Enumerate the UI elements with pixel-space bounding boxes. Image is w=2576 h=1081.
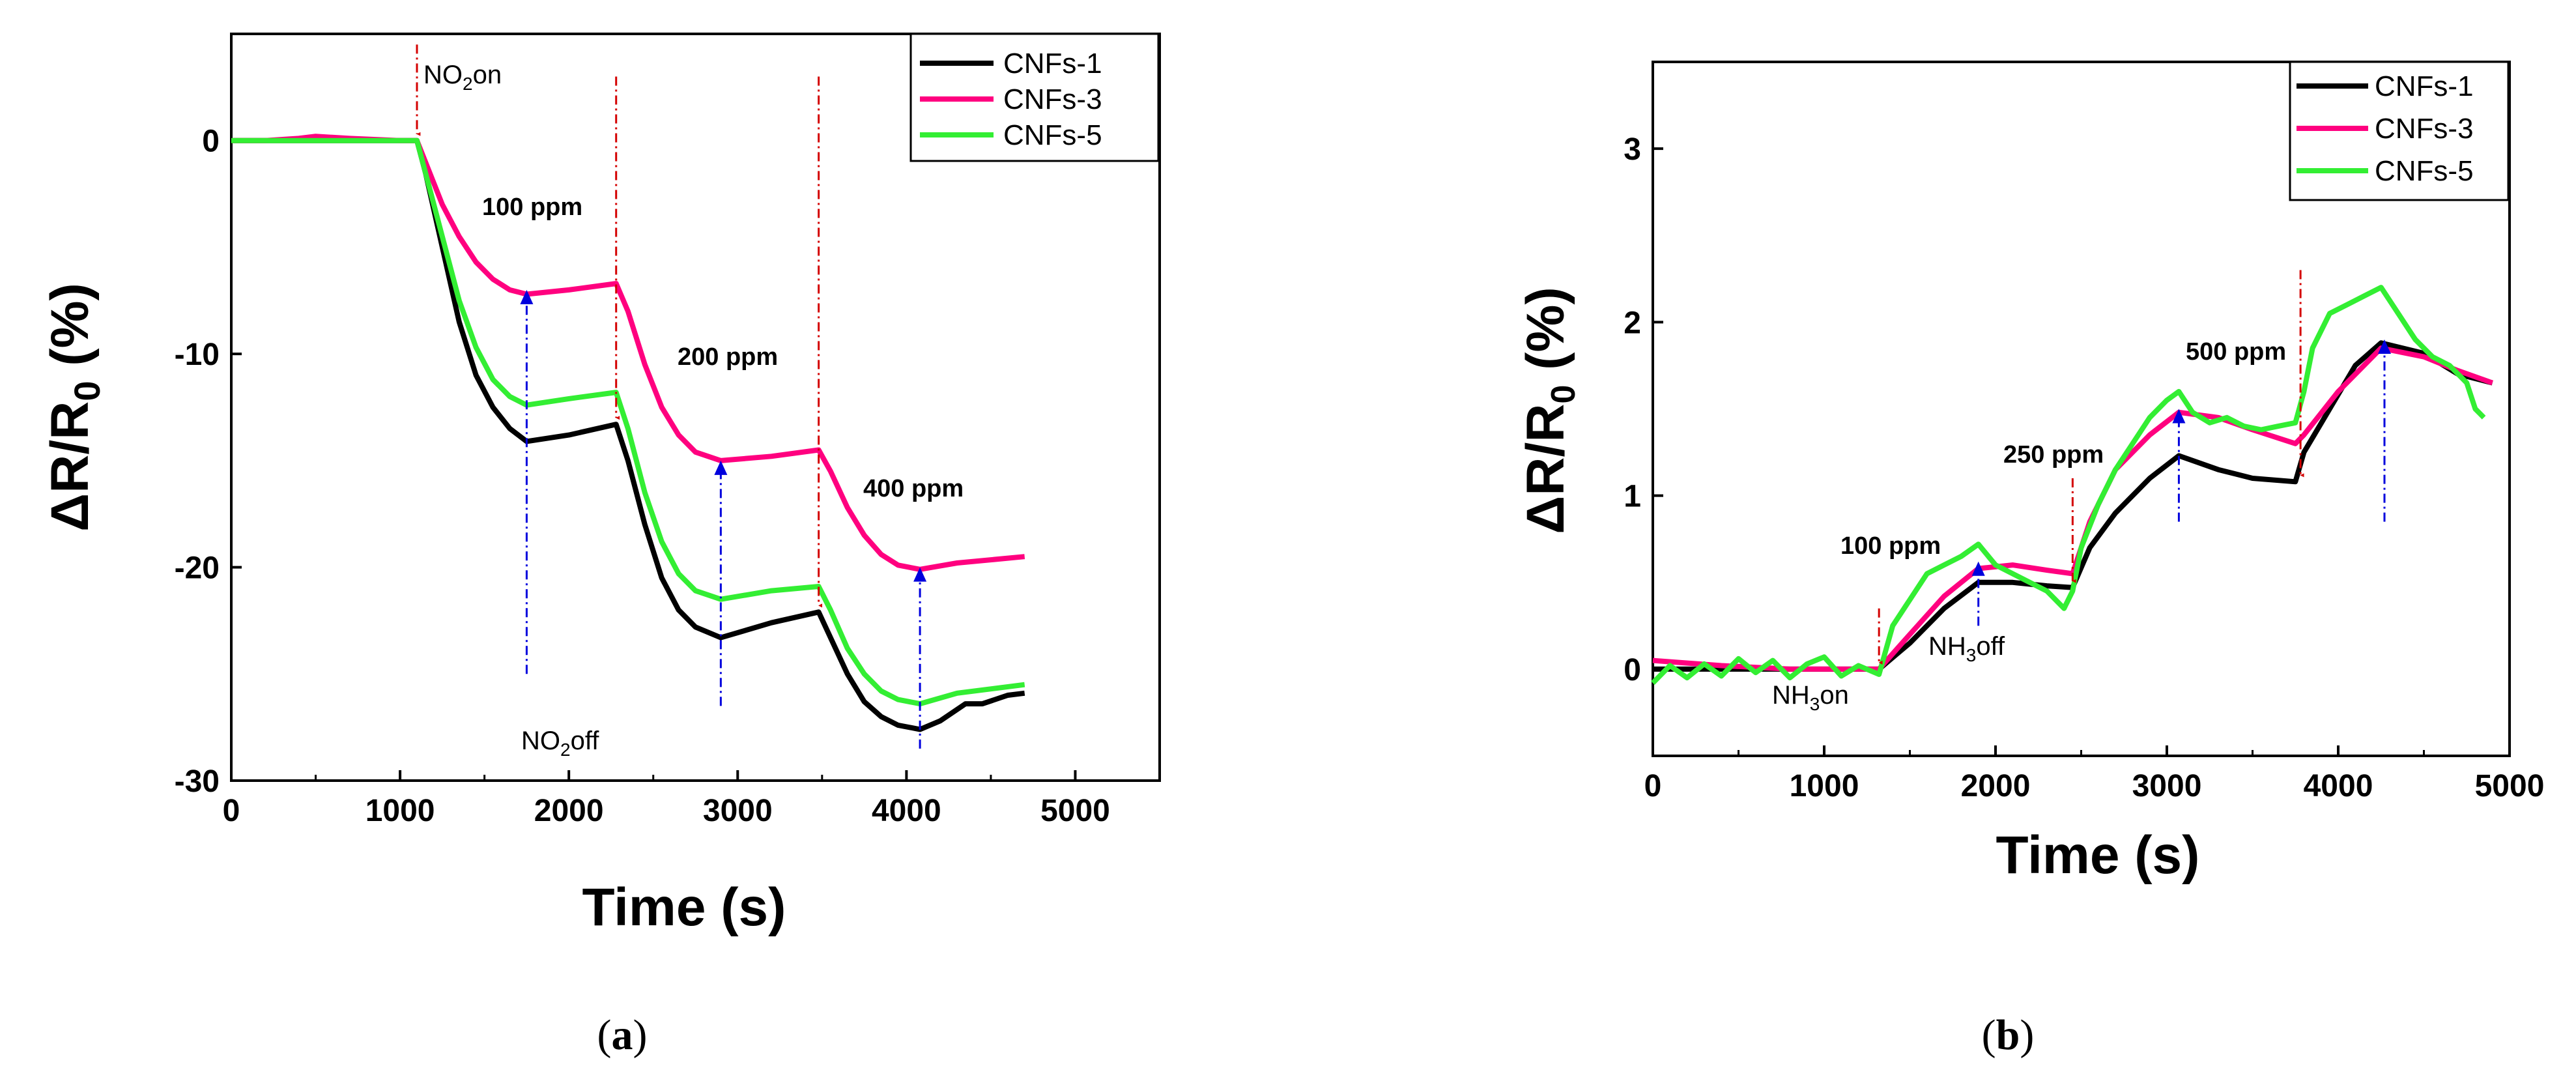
x-tick-label-a: 5000 — [1040, 794, 1110, 828]
x-tick-label-a: 4000 — [872, 794, 941, 828]
gas-off-arrowhead-a — [714, 460, 728, 475]
annotation-conc-100-b: 100 ppm — [1840, 532, 1941, 560]
x-tick-label-a: 3000 — [703, 794, 773, 828]
y-tick-label-b: 1 — [1624, 480, 1641, 514]
caption-a: (a) — [597, 1011, 648, 1059]
series-lines-b — [1651, 285, 2494, 685]
series-lines-a — [231, 134, 1025, 732]
gas-off-arrowhead-a — [520, 289, 534, 304]
annotation-conc-400-a: 400 ppm — [863, 475, 964, 502]
annotation-no2-on: NO2on — [423, 61, 502, 94]
y-axis-label-b: ΔR/R0 (%) — [1516, 287, 1582, 534]
annotation-nh3-off: NH3off — [1928, 632, 2005, 665]
y-tick-label-b: 0 — [1624, 653, 1641, 687]
annotation-conc-500-b: 500 ppm — [2186, 338, 2286, 366]
series-line-cnfs-3-a — [231, 134, 1025, 572]
annotation-conc-100-a: 100 ppm — [482, 194, 582, 221]
x-tick-label-b: 1000 — [1790, 769, 1859, 803]
gas-off-arrowhead-b — [1971, 561, 1985, 576]
legend-label-cnfs3-a: CNFs-3 — [1003, 83, 1102, 115]
x-tick-label-b: 2000 — [1961, 769, 2031, 803]
y-tick-label-b: 2 — [1624, 306, 1641, 340]
chart-panel-a: 0 1000 2000 3000 4000 5000 0 -10 -20 -30 NO2on NO… — [40, 33, 1161, 1059]
y-tick-label-a: -20 — [175, 551, 220, 586]
chart-panel-b: 0 1000 2000 3000 4000 5000 0 1 2 3 NH3on NH3off 1… — [1516, 61, 2544, 1059]
caption-b: (b) — [1982, 1011, 2035, 1059]
legend-label-cnfs5-b: CNFs-5 — [2375, 155, 2474, 187]
y-tick-label-a: -10 — [175, 338, 220, 372]
annotation-conc-250-b: 250 ppm — [2003, 441, 2104, 468]
y-tick-label-b: 3 — [1624, 132, 1641, 167]
series-line-cnfs-5-b — [1651, 285, 2486, 685]
series-line-cnfs-5-a — [231, 137, 1025, 707]
annotation-conc-200-a: 200 ppm — [678, 343, 778, 371]
x-tick-label-a: 1000 — [365, 794, 435, 828]
gas-markers-b — [1878, 270, 2392, 665]
x-tick-label-b: 3000 — [2132, 769, 2202, 803]
legend-b: CNFs-1 CNFs-3 CNFs-5 — [2289, 61, 2510, 201]
annotation-no2-off: NO2off — [521, 727, 599, 760]
x-axis-label-b: Time (s) — [1996, 826, 2200, 885]
x-tick-label-b: 4000 — [2304, 769, 2373, 803]
y-tick-label-a: -30 — [175, 764, 220, 799]
x-axis-label-a: Time (s) — [582, 878, 786, 937]
gas-off-arrowhead-a — [913, 567, 927, 582]
legend-a: CNFs-1 CNFs-3 CNFs-5 — [909, 33, 1160, 162]
x-tick-label-a: 0 — [223, 794, 240, 828]
annotation-nh3-on: NH3on — [1772, 681, 1849, 714]
x-tick-label-a: 2000 — [534, 794, 604, 828]
series-line-cnfs-3-b — [1652, 345, 2494, 672]
gas-off-arrowhead-b — [2172, 409, 2186, 424]
gas-off-arrowhead-b — [2378, 339, 2392, 354]
y-axis-label-a: ΔR/R0 (%) — [40, 283, 107, 532]
ticks-a: 0 1000 2000 3000 4000 5000 0 -10 -20 -30 — [175, 124, 1110, 828]
ticks-b: 0 1000 2000 3000 4000 5000 0 1 2 3 — [1624, 132, 2544, 803]
legend-label-cnfs5-a: CNFs-5 — [1003, 119, 1102, 151]
legend-label-cnfs3-b: CNFs-3 — [2375, 113, 2474, 145]
legend-label-cnfs1-a: CNFs-1 — [1003, 48, 1102, 79]
plot-frame-a — [230, 33, 1161, 782]
x-tick-label-b: 5000 — [2475, 769, 2545, 803]
y-tick-label-a: 0 — [202, 124, 220, 159]
x-tick-label-b: 0 — [1644, 769, 1662, 803]
gas-markers-a — [416, 44, 927, 749]
legend-label-cnfs1-b: CNFs-1 — [2375, 70, 2474, 102]
